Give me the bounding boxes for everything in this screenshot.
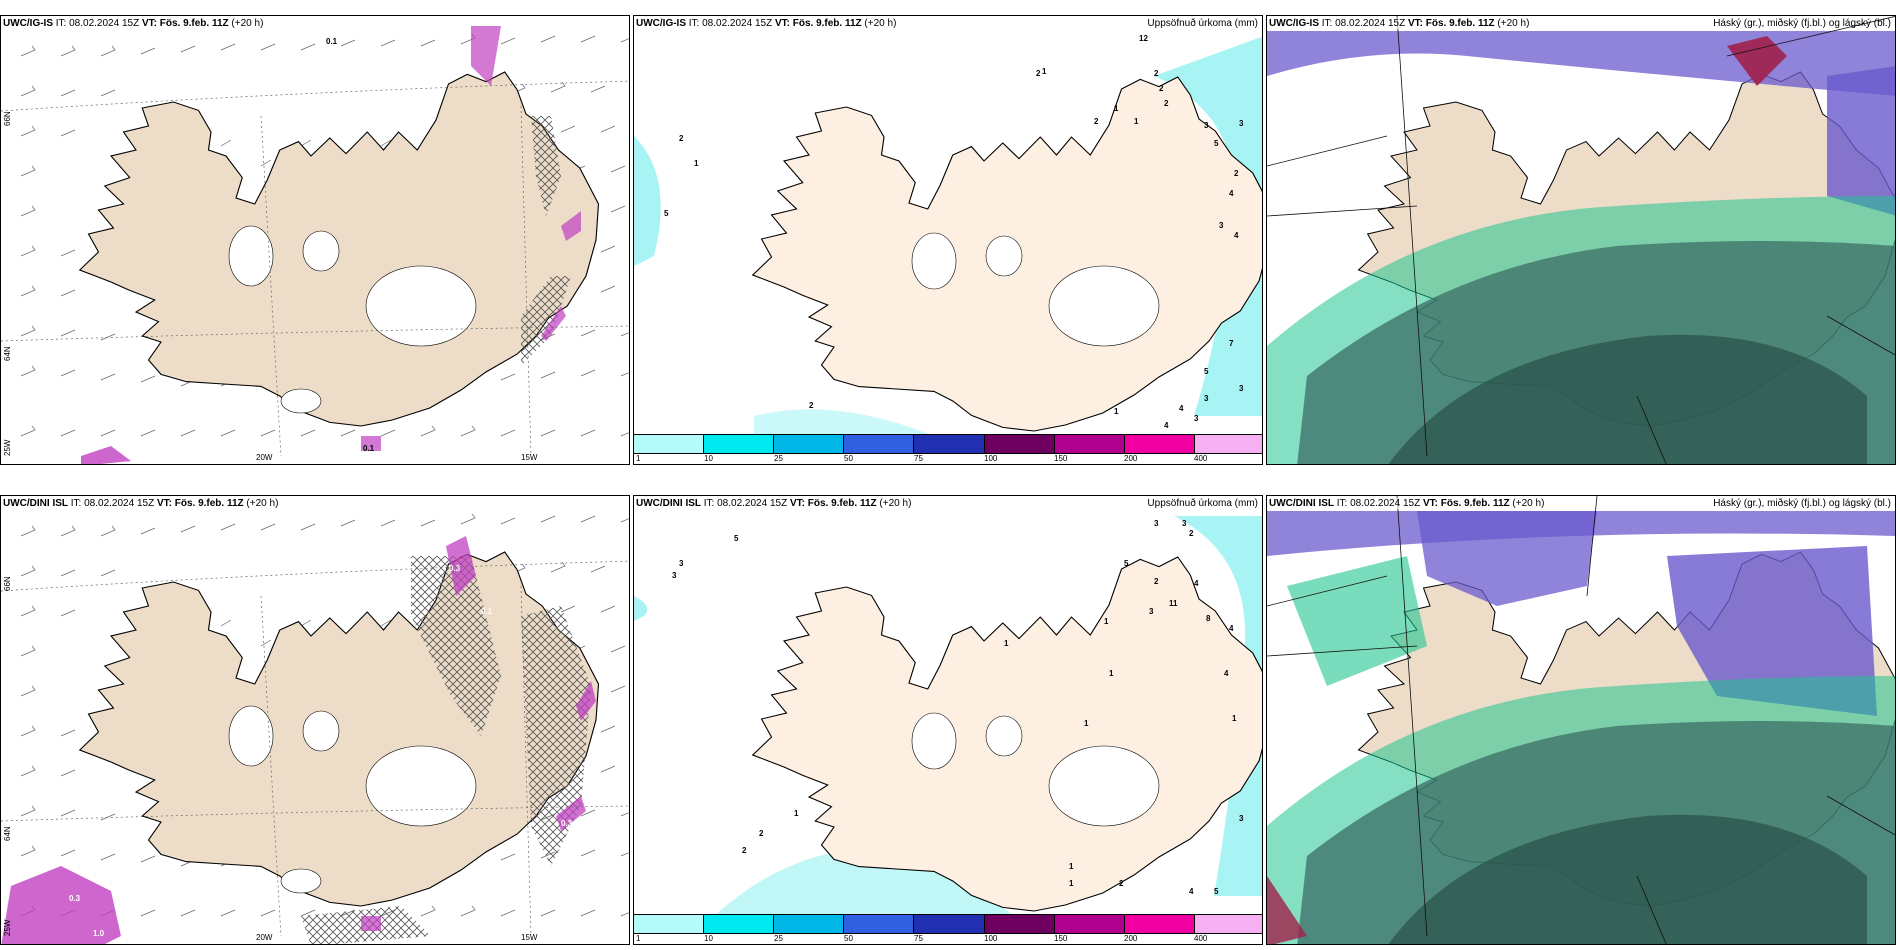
panel-header: UWC/IG-IS IT: 08.02.2024 15Z VT: Fös. 9.…	[1269, 18, 1530, 29]
precip-colorbar	[634, 914, 1262, 934]
lat-label-25w: 25W	[3, 919, 12, 936]
colorbar-labels: 1 10 25 50 75 100 150 200 400	[636, 454, 1208, 463]
svg-text:3: 3	[1239, 814, 1244, 823]
precip-title: Uppsöfnuð úrkoma (mm)	[1147, 18, 1258, 29]
lat-label-64n: 64N	[3, 346, 12, 361]
precip-colorbar	[634, 434, 1262, 454]
ice-value-label: 0.1	[326, 37, 338, 46]
svg-text:2: 2	[1159, 84, 1164, 93]
svg-text:2: 2	[742, 846, 747, 855]
lon-label-20w: 20W	[256, 933, 273, 942]
svg-text:1: 1	[1114, 407, 1119, 416]
svg-text:1: 1	[1004, 639, 1009, 648]
svg-text:4: 4	[1229, 189, 1234, 198]
svg-text:3: 3	[679, 559, 684, 568]
panel-dini-wind: UWC/DINI ISL IT: 08.02.2024 15Z VT: Fös.…	[0, 495, 630, 945]
lat-label-66n: 66N	[3, 576, 12, 591]
svg-text:1: 1	[1232, 714, 1237, 723]
lat-label-25w: 25W	[3, 439, 12, 456]
svg-text:3: 3	[1204, 394, 1209, 403]
svg-text:1: 1	[1109, 669, 1114, 678]
lon-label-20w: 20W	[256, 453, 273, 462]
svg-text:5: 5	[1204, 367, 1209, 376]
panel-dini-clouds: UWC/DINI ISL IT: 08.02.2024 15Z VT: Fös.…	[1266, 495, 1896, 945]
panel-header: UWC/DINI ISL IT: 08.02.2024 15Z VT: Fös.…	[1269, 498, 1545, 509]
lon-label-15w: 15W	[521, 453, 538, 462]
precip-map: 3 3 5 3 3 2 5 2 4 11 3 8 4 4 1 1 1 1 1 3…	[634, 516, 1262, 916]
svg-text:7: 7	[1229, 339, 1234, 348]
svg-text:2: 2	[1234, 169, 1239, 178]
svg-text:4: 4	[1179, 404, 1184, 413]
svg-text:1: 1	[1069, 879, 1074, 888]
svg-text:2: 2	[1154, 69, 1159, 78]
ice-value-label: 0.3	[561, 819, 573, 828]
ice-value-label: 0.3	[449, 564, 461, 573]
svg-text:4: 4	[1189, 887, 1194, 896]
ice-value-label: 0.1	[481, 607, 493, 616]
svg-text:3: 3	[1149, 607, 1154, 616]
svg-text:3: 3	[1239, 384, 1244, 393]
svg-text:3: 3	[1219, 221, 1224, 230]
svg-text:1: 1	[1069, 862, 1074, 871]
panel-header: UWC/IG-IS IT: 08.02.2024 15Z VT: Fös. 9.…	[636, 18, 897, 29]
svg-text:5: 5	[1124, 559, 1129, 568]
svg-text:1: 1	[1104, 617, 1109, 626]
panel-header: UWC/DINI ISL IT: 08.02.2024 15Z VT: Fös.…	[636, 498, 912, 509]
wind-map: 0.1 0.1	[1, 26, 629, 464]
svg-text:3: 3	[1239, 119, 1244, 128]
ice-value-label: 0.1	[363, 444, 375, 453]
svg-text:1: 1	[1134, 117, 1139, 126]
svg-text:1: 1	[1114, 104, 1119, 113]
panel-ig-is-precip: UWC/IG-IS IT: 08.02.2024 15Z VT: Fös. 9.…	[633, 15, 1263, 465]
svg-text:1: 1	[794, 809, 799, 818]
lon-label-15w: 15W	[521, 933, 538, 942]
cloud-title: Háský (gr.), miðský (fj.bl.) og lágský (…	[1713, 498, 1891, 509]
svg-text:3: 3	[672, 571, 677, 580]
cloud-map	[1267, 16, 1895, 464]
svg-text:1: 1	[694, 159, 699, 168]
svg-text:2: 2	[679, 134, 684, 143]
svg-text:3: 3	[1182, 519, 1187, 528]
cloud-title: Háský (gr.), miðský (fj.bl.) og lágský (…	[1713, 18, 1891, 29]
svg-text:2: 2	[1164, 99, 1169, 108]
panel-header: UWC/DINI ISL IT: 08.02.2024 15Z VT: Fös.…	[3, 498, 279, 509]
panel-ig-is-wind: UWC/IG-IS IT: 08.02.2024 15Z VT: Fös. 9.…	[0, 15, 630, 465]
svg-text:5: 5	[734, 534, 739, 543]
svg-text:2: 2	[809, 401, 814, 410]
panel-ig-is-clouds: UWC/IG-IS IT: 08.02.2024 15Z VT: Fös. 9.…	[1266, 15, 1896, 465]
ice-value-label: 0.3	[69, 894, 81, 903]
svg-text:4: 4	[1229, 624, 1234, 633]
cloud-map	[1267, 496, 1895, 944]
svg-text:2: 2	[1189, 529, 1194, 538]
colorbar-labels: 1 10 25 50 75 100 150 200 400	[636, 934, 1208, 943]
svg-text:2: 2	[1119, 879, 1124, 888]
lat-label-66n: 66N	[3, 111, 12, 126]
svg-text:5: 5	[664, 209, 669, 218]
svg-text:3: 3	[1154, 519, 1159, 528]
wind-map: 0.3 0.3 0.1 0.3 1.0	[1, 513, 629, 944]
svg-text:2: 2	[1036, 69, 1041, 78]
svg-text:2: 2	[759, 829, 764, 838]
lat-label-64n: 64N	[3, 826, 12, 841]
svg-text:4: 4	[1164, 421, 1169, 430]
panel-dini-precip: UWC/DINI ISL IT: 08.02.2024 15Z VT: Fös.…	[633, 495, 1263, 945]
panel-header: UWC/IG-IS IT: 08.02.2024 15Z VT: Fös. 9.…	[3, 18, 264, 29]
svg-text:12: 12	[1139, 34, 1148, 43]
precip-map: 12 2 2 2 1 1 2 2 2 1 5 3 3 5 2 4 3 4 7 5…	[634, 34, 1262, 436]
ice-value-label: 1.0	[93, 929, 105, 938]
svg-text:4: 4	[1234, 231, 1239, 240]
svg-text:3: 3	[1194, 414, 1199, 423]
svg-text:2: 2	[1094, 117, 1099, 126]
svg-text:2: 2	[1154, 577, 1159, 586]
svg-text:3: 3	[1204, 121, 1209, 130]
svg-text:11: 11	[1169, 599, 1178, 608]
svg-text:8: 8	[1206, 614, 1211, 623]
svg-text:4: 4	[1224, 669, 1229, 678]
svg-text:1: 1	[1084, 719, 1089, 728]
svg-text:1: 1	[1042, 67, 1047, 76]
svg-text:5: 5	[1214, 887, 1219, 896]
svg-text:5: 5	[1214, 139, 1219, 148]
svg-text:4: 4	[1194, 579, 1199, 588]
precip-title: Uppsöfnuð úrkoma (mm)	[1147, 498, 1258, 509]
